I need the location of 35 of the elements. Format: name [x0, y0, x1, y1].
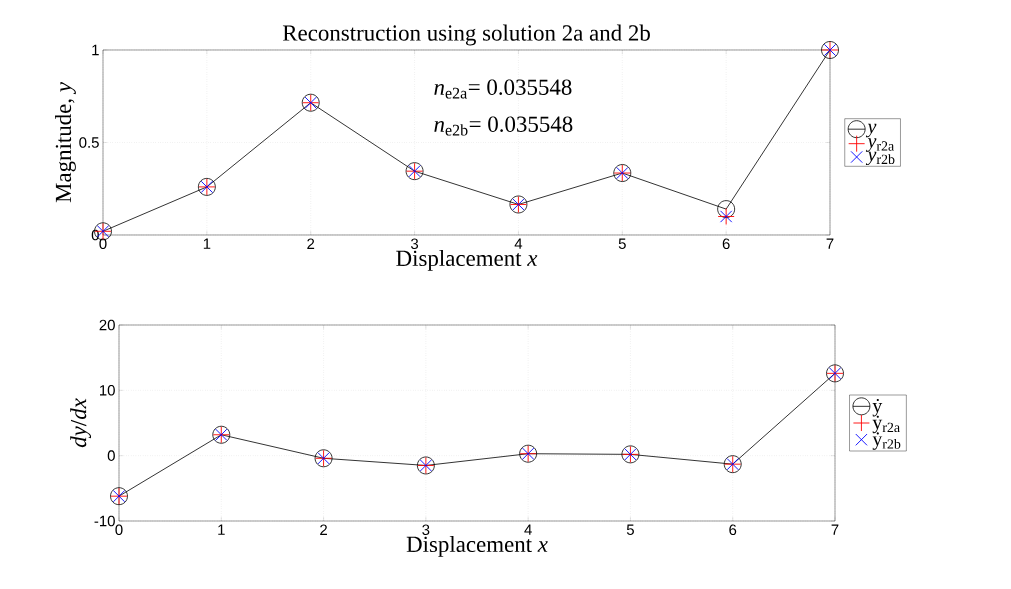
annotation: n$_{e2a}$= 0.035548 — [434, 79, 572, 99]
legend-label: y$_{r2a}$ — [865, 138, 895, 152]
x-tick-label: 5 — [618, 238, 626, 249]
x-tick-label: 3 — [410, 238, 419, 250]
x-tick-label: 7 — [826, 238, 834, 249]
x-tick-label: 5 — [626, 524, 634, 535]
x-tick-label: 6 — [722, 238, 730, 250]
y-tick-label: -10 — [94, 515, 115, 527]
x-tick-label: 6 — [729, 524, 737, 536]
x-tick-label: 2 — [307, 238, 315, 249]
legend-label: ẏ — [872, 398, 883, 417]
legend-label: y — [865, 123, 877, 138]
y-tick-label: 1 — [92, 44, 99, 56]
x-tick-label: 0 — [115, 524, 123, 536]
y-tick-label: 20 — [99, 319, 115, 331]
x-tick-label: 1 — [203, 238, 211, 249]
x-tick-label: 4 — [524, 524, 532, 535]
x-axis-title: Displacement x — [396, 249, 538, 271]
x-tick-label: 3 — [422, 524, 430, 536]
y-tick-label: 0 — [107, 450, 115, 461]
legend-label: ẏ$_{r2b}$ — [872, 432, 901, 450]
x-tick-label: 4 — [514, 238, 523, 249]
y-tick-label: 10 — [100, 385, 115, 396]
y-tick-label: 0.5 — [79, 137, 99, 148]
y-axis-title: dy/dx — [70, 398, 92, 448]
x-axis-title: Displacement x — [406, 535, 548, 557]
point — [717, 200, 736, 218]
x-tick-label: 7 — [831, 524, 839, 535]
y-axis-title: Magnitude, y — [55, 82, 76, 203]
annotation: n$_{e2b}$= 0.035548 — [434, 116, 573, 136]
chart-title: Reconstruction using solution 2a and 2b — [282, 24, 650, 46]
x-tick-label: 2 — [320, 524, 327, 535]
x-tick-label: 1 — [218, 524, 225, 535]
legend-label: ẏ$_{r2a}$ — [872, 415, 900, 434]
text: y$_{r2b}$ — [865, 151, 895, 166]
